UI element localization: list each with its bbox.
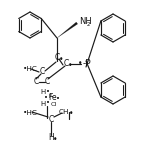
Text: •HC: •HC [22, 66, 37, 72]
Text: Fe: Fe [49, 93, 57, 103]
Text: C: C [44, 77, 50, 87]
Text: C: C [33, 77, 39, 87]
Text: •HC: •HC [22, 110, 37, 116]
Text: •: • [69, 109, 73, 117]
Text: •: • [46, 100, 50, 106]
Text: •: • [68, 61, 73, 70]
Text: -P: -P [83, 59, 92, 69]
Text: CH: CH [59, 109, 69, 115]
Text: •: • [53, 135, 57, 143]
Text: •: • [59, 55, 64, 64]
Text: Cl: Cl [51, 103, 57, 108]
Text: C: C [39, 67, 45, 77]
Polygon shape [57, 22, 78, 38]
Text: 2: 2 [86, 21, 90, 26]
Text: C: C [63, 59, 69, 69]
Text: •: • [44, 95, 48, 101]
Text: NH: NH [79, 18, 92, 26]
Text: •: • [46, 89, 50, 95]
Text: H: H [40, 89, 46, 95]
Text: C: C [48, 114, 54, 124]
Text: •: • [78, 59, 82, 69]
Text: C: C [54, 53, 60, 63]
Text: F: F [48, 93, 52, 98]
Text: H: H [48, 133, 54, 143]
Text: •: • [56, 96, 60, 102]
Text: H: H [40, 101, 46, 107]
